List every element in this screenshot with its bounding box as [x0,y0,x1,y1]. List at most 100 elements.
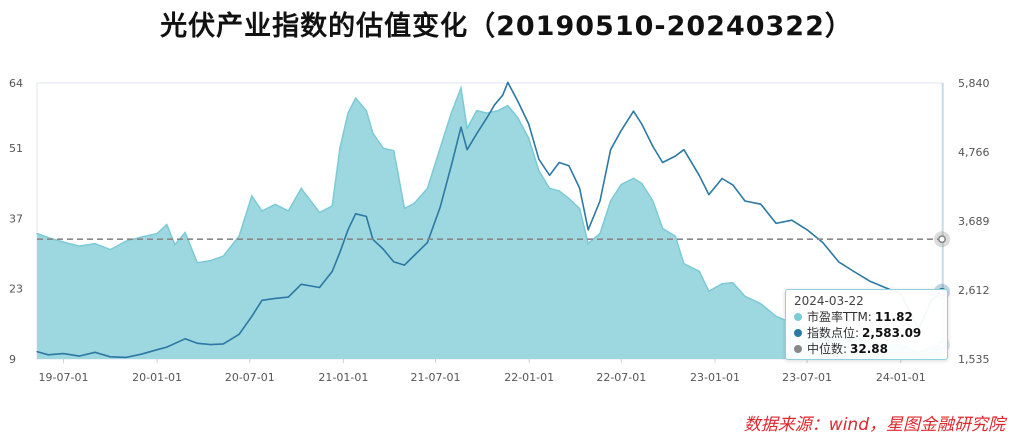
tooltip-row-index: 指数点位: 2,583.09 [794,325,939,341]
pe-point [497,110,499,112]
index-point [274,297,276,299]
right-tick-label: 3,689 [958,215,990,228]
index-point [869,280,871,282]
pe-point [403,207,406,210]
index-point [365,215,367,217]
pe-point [140,236,142,238]
index-point [439,206,441,208]
right-axis-ticks: 5,840 4,766 3,689 2,612 1,535 [958,77,990,366]
index-point [210,344,212,346]
pe-point [549,187,551,189]
pe-point [166,223,168,226]
x-tick-label: 21-01-01 [318,371,368,384]
index-point [466,149,468,151]
index-series [36,81,943,359]
pe-point [251,195,253,197]
pe-point [62,241,65,243]
pe-point [261,210,263,212]
index-point [599,200,601,202]
left-tick-label: 23 [9,283,23,296]
index-point [587,229,589,231]
index-point [238,333,240,335]
pe-point [287,210,289,212]
pe-point [382,147,384,149]
index-point [347,229,349,231]
index-point [853,270,855,273]
index-point [450,165,452,167]
right-tick-label: 4,766 [958,146,990,159]
left-tick-label: 51 [9,142,23,155]
index-point [838,261,840,263]
tooltip-value: 11.82 [874,310,913,324]
tooltip-label: 中位数: [807,342,848,356]
index-point [318,286,321,289]
index-point [494,104,496,106]
index-point [558,161,560,164]
right-tick-label: 5,840 [958,77,990,90]
source-note: 数据来源：wind，星图金融研究院 [743,415,1005,435]
index-point [760,203,762,205]
pe-point [466,127,468,129]
x-tick-label: 22-07-01 [596,371,646,384]
index-point [698,174,700,176]
pe-point [347,112,349,114]
pe-point [184,231,186,234]
index-point [744,200,746,202]
pe-point [674,235,676,237]
x-tick-label: 22-01-01 [504,371,554,384]
x-tick-label: 21-07-01 [411,371,461,384]
pe-point [238,235,240,237]
pe-point [413,202,415,204]
pe-area [37,88,942,359]
index-point [652,145,654,148]
pe-point [331,205,333,207]
pe-point [507,105,509,107]
index-point [222,343,224,345]
index-point [502,94,504,96]
index-point [528,123,530,125]
pe-point [365,110,367,112]
x-tick-label: 23-07-01 [782,371,832,384]
tooltip-value: 2,583.09 [862,326,922,340]
index-point [140,353,142,355]
index-point [47,354,49,356]
index-point [331,270,333,273]
pe-point [372,132,374,134]
index-point [721,177,723,180]
hover-marker-dot [938,235,946,244]
index-point [662,161,664,164]
pe-point [641,182,643,184]
tooltip-value: 32.88 [850,342,889,356]
pe-point [300,187,302,189]
pe-point [476,110,478,112]
index-point [355,213,357,215]
pe-point [439,147,441,149]
index-point [806,229,808,231]
tooltip-row-pe: 市盈率TTM: 11.82 [794,309,939,325]
pe-point [744,295,746,297]
index-point [426,242,428,244]
pe-point [486,112,488,114]
right-tick-label: 2,612 [958,284,990,297]
index-point [732,184,734,186]
pe-point [698,270,700,272]
tooltip-row-median: 中位数: 32.88 [794,341,939,357]
index-point [166,346,168,348]
index-point [78,355,80,357]
index-point [125,356,127,358]
index-point [568,165,570,167]
pe-point [274,203,276,205]
x-axis-ticks: 19-07-01 20-01-01 20-07-01 21-01-01 21-07-01… [39,359,926,384]
pe-point [620,183,622,185]
index-legend-dot [794,329,802,337]
index-point [486,117,488,119]
pe-point [528,137,530,139]
pe-point [174,244,176,246]
left-axis-ticks: 64 51 37 23 9 [9,77,23,366]
tooltip-date: 2024-03-22 [794,294,864,308]
index-point [251,315,253,317]
index-point [261,299,263,301]
pe-point [460,87,462,89]
pe-point [355,97,357,99]
pe-point [222,255,224,257]
